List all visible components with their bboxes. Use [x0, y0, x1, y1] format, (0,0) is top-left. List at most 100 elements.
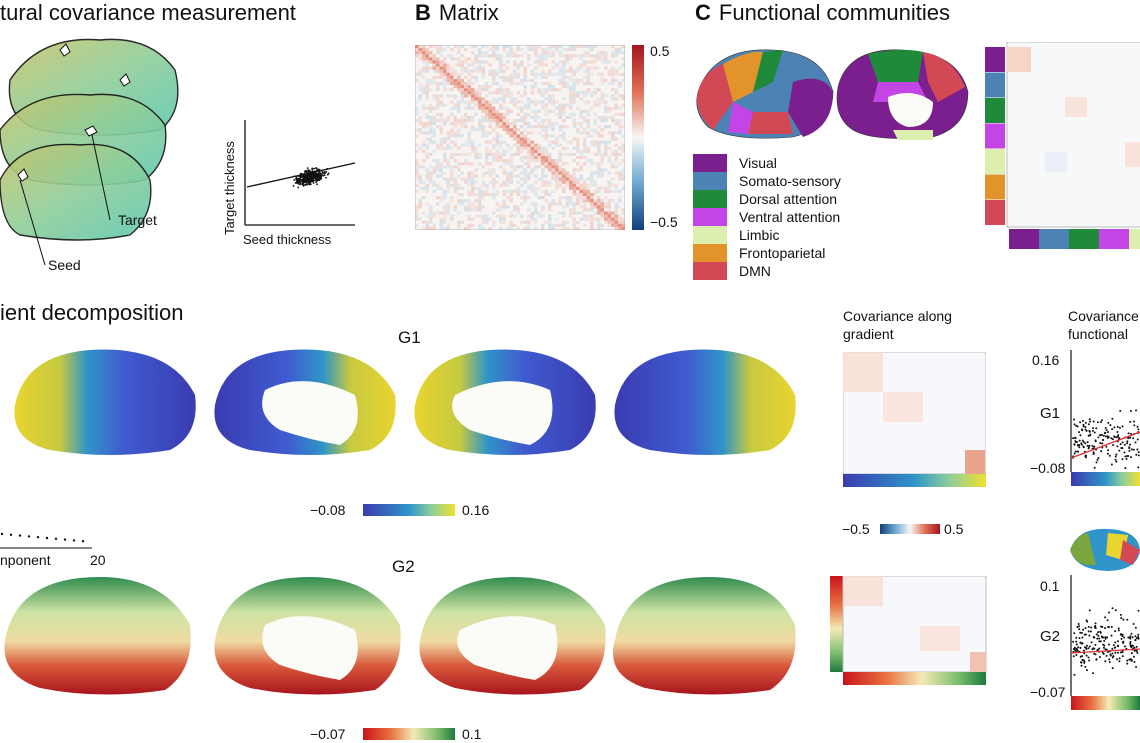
matrix-cell	[432, 122, 436, 126]
matrix-cell	[611, 88, 615, 92]
matrix-cell	[541, 72, 545, 76]
matrix-cell	[432, 45, 436, 49]
scatter-point	[1092, 427, 1095, 430]
matrix-cell	[607, 211, 611, 215]
scatter-point	[1116, 658, 1119, 661]
matrix-cell	[558, 60, 562, 64]
matrix-cell	[541, 54, 545, 58]
matrix-cell	[450, 112, 454, 116]
matrix-cell	[572, 180, 576, 184]
matrix-cell	[541, 171, 545, 175]
scatter-point	[1105, 445, 1108, 448]
matrix-cell	[555, 217, 559, 221]
scatter-point	[299, 180, 302, 183]
matrix-cell	[446, 226, 450, 230]
matrix-cell	[576, 82, 580, 86]
matrix-cell	[478, 223, 482, 227]
matrix-cell	[523, 88, 527, 92]
matrix-cell	[548, 168, 552, 172]
matrix-cell	[457, 128, 461, 132]
scatter-point	[1121, 441, 1124, 444]
matrix-cell	[446, 75, 450, 79]
matrix-cell	[597, 100, 601, 104]
scatter-point	[1092, 635, 1095, 638]
matrix-cell	[558, 106, 562, 110]
matrix-cell	[460, 122, 464, 126]
scatter-point	[1082, 441, 1085, 444]
scatter-point	[309, 181, 312, 184]
matrix-cell	[555, 122, 559, 126]
matrix-cell	[551, 189, 555, 193]
matrix-cell	[474, 208, 478, 212]
matrix-cell	[460, 72, 464, 76]
matrix-cell	[614, 103, 618, 107]
scatter-point	[299, 183, 301, 186]
matrix-cell	[425, 131, 429, 135]
matrix-cell	[467, 171, 471, 175]
matrix-cell	[551, 66, 555, 70]
matrix-cell	[593, 205, 597, 209]
covariance-matrix	[415, 45, 625, 230]
scatter-point	[1132, 622, 1135, 625]
scatter-point	[1111, 647, 1114, 650]
matrix-cell	[513, 205, 517, 209]
matrix-cell	[516, 134, 520, 138]
matrix-cell	[467, 100, 471, 104]
matrix-cell	[572, 205, 576, 209]
matrix-cell	[488, 115, 492, 119]
matrix-cell	[446, 165, 450, 169]
matrix-cell	[572, 152, 576, 156]
matrix-cell	[590, 217, 594, 221]
matrix-cell	[548, 205, 552, 209]
matrix-cell	[527, 152, 531, 156]
matrix-cell	[621, 63, 625, 67]
matrix-cell	[450, 106, 454, 110]
matrix-cell	[548, 152, 552, 156]
matrix-cell	[579, 174, 583, 178]
matrix-cell	[530, 85, 534, 89]
row-community-swatch	[985, 98, 1005, 123]
matrix-cell	[527, 112, 531, 116]
matrix-cell	[600, 75, 604, 79]
matrix-cell	[527, 183, 531, 187]
matrix-cell	[537, 115, 541, 119]
scatter-point	[1120, 617, 1123, 620]
matrix-cell	[439, 112, 443, 116]
matrix-cell	[541, 149, 545, 153]
panel-e-cbar-max: 0.5	[944, 521, 964, 537]
scatter-point	[1117, 627, 1120, 630]
matrix-cell	[572, 100, 576, 104]
matrix-cell	[520, 156, 524, 160]
matrix-cell	[513, 223, 517, 227]
scatter-point	[1124, 645, 1127, 648]
matrix-cell	[569, 94, 573, 98]
matrix-cell	[555, 100, 559, 104]
matrix-cell	[488, 122, 492, 126]
matrix-cell	[457, 152, 461, 156]
matrix-cell	[576, 94, 580, 98]
matrix-cell	[436, 125, 440, 129]
matrix-cell	[590, 60, 594, 64]
matrix-cell	[415, 223, 419, 227]
legend-swatch	[693, 190, 727, 208]
scatter-point	[1119, 409, 1122, 412]
scatter-point	[1094, 622, 1097, 625]
matrix-cell	[492, 137, 496, 141]
matrix-cell	[572, 171, 576, 175]
matrix-cell	[415, 128, 419, 132]
matrix-cell	[600, 100, 604, 104]
scatter-point	[1115, 453, 1118, 456]
matrix-cell	[579, 193, 583, 197]
matrix-cell	[569, 100, 573, 104]
matrix-cell	[485, 60, 489, 64]
matrix-cell	[453, 97, 457, 101]
matrix-cell	[481, 51, 485, 55]
matrix-cell	[586, 193, 590, 197]
matrix-cell	[590, 66, 594, 70]
matrix-cell	[604, 202, 608, 206]
matrix-cell	[422, 226, 426, 230]
matrix-cell	[418, 72, 422, 76]
matrix-cell	[471, 223, 475, 227]
matrix-cell	[474, 45, 478, 49]
matrix-cell	[544, 128, 548, 132]
